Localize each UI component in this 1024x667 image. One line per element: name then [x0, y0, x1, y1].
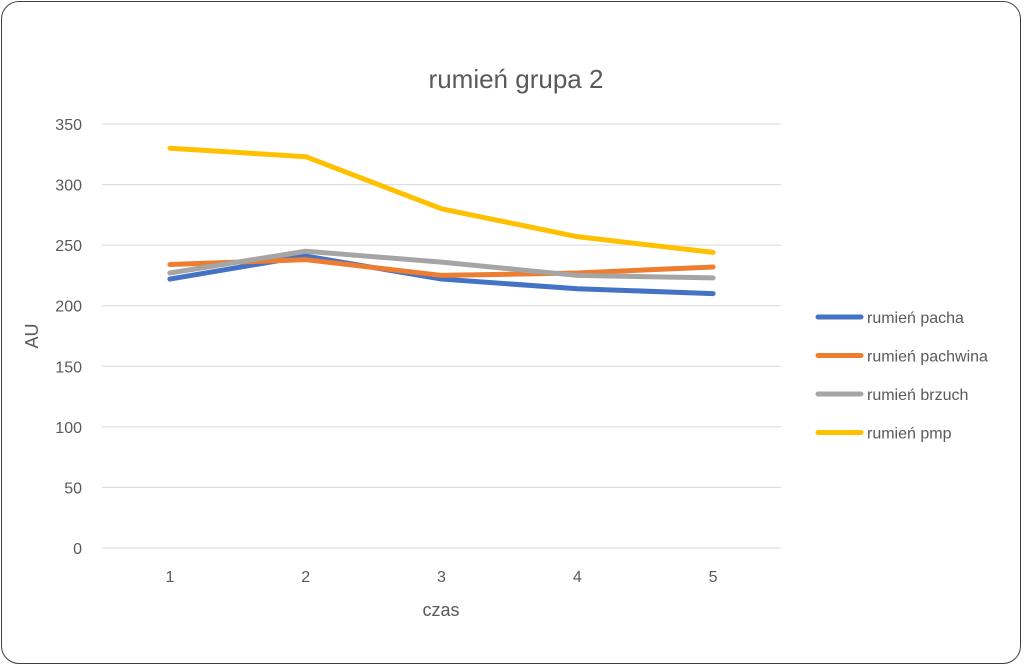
x-tick-label: 4 — [573, 569, 582, 586]
legend-label: rumień pmp — [867, 426, 952, 443]
x-tick-label: 3 — [437, 569, 446, 586]
chart-title: rumień grupa 2 — [429, 64, 604, 94]
y-axis-label: AU — [22, 323, 42, 348]
legend-item: rumień pmp — [815, 426, 952, 443]
y-tick-label: 250 — [55, 238, 82, 255]
series-line — [167, 248, 716, 281]
y-tick-label: 150 — [55, 359, 82, 376]
y-tick-label: 350 — [55, 117, 82, 134]
series-lines — [167, 145, 716, 297]
legend-label: rumień pachwina — [867, 349, 988, 366]
legend-item: rumień pacha — [815, 310, 964, 327]
x-axis-label: czas — [422, 600, 459, 620]
legend-label: rumień brzuch — [867, 387, 968, 404]
x-tick-label: 1 — [165, 569, 174, 586]
series-line — [167, 257, 716, 278]
y-tick-label: 200 — [55, 299, 82, 316]
x-tick-label: 2 — [301, 569, 310, 586]
legend-label: rumień pacha — [867, 310, 964, 327]
x-tick-labels: 1 2 3 4 5 — [165, 569, 717, 586]
y-tick-label: 300 — [55, 178, 82, 195]
gridlines — [102, 123, 781, 549]
y-tick-labels: 0 50 100 150 200 250 300 350 — [55, 117, 82, 558]
y-tick-label: 100 — [55, 420, 82, 437]
y-tick-label: 50 — [64, 480, 82, 497]
legend: rumień pacha rumień pachwina rumień brzuch… — [815, 310, 988, 443]
legend-item: rumień pachwina — [815, 349, 988, 366]
y-tick-label: 0 — [73, 541, 82, 558]
series-line — [167, 145, 716, 255]
x-tick-label: 5 — [709, 569, 718, 586]
legend-item: rumień brzuch — [815, 387, 968, 404]
